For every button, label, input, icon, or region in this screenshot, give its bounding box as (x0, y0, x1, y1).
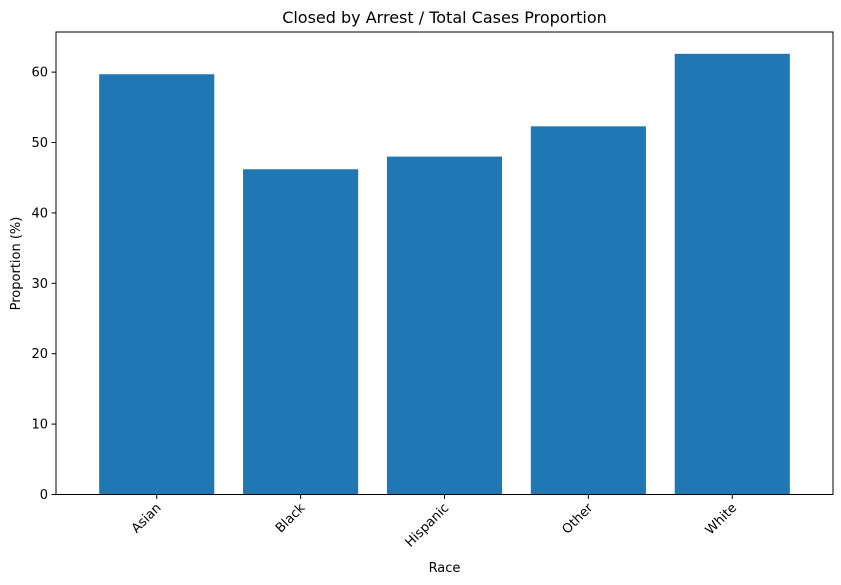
y-tick-label: 30 (31, 277, 48, 292)
x-tick-label: Hispanic (403, 501, 453, 551)
bars-group (99, 53, 790, 495)
y-axis-label: Proportion (%) (9, 217, 24, 311)
bar-asian (99, 74, 215, 495)
x-axis-label: Race (429, 561, 461, 576)
bar-white (674, 53, 790, 495)
y-tick-label: 0 (40, 488, 48, 503)
axes-frame (55, 31, 834, 495)
x-tick-label: Black (273, 500, 309, 536)
x-tick-label: White (703, 501, 740, 538)
y-tick-label: 60 (31, 66, 48, 81)
bar-other (530, 126, 646, 495)
y-tick-label: 40 (31, 206, 48, 221)
y-tick-label: 50 (31, 136, 48, 151)
chart-title: Closed by Arrest / Total Cases Proportio… (282, 8, 607, 27)
bar-hispanic (386, 156, 503, 495)
plot-area: 0 10 20 30 40 50 60 Asian Black Hispanic Other Whi… (31, 31, 834, 551)
y-tick-label: 10 (31, 418, 48, 433)
y-axis: 0 10 20 30 40 50 60 (31, 66, 56, 503)
x-tick-label: Other (560, 500, 597, 537)
x-tick-label: Asian (129, 501, 165, 537)
bar-black (243, 169, 359, 495)
y-tick-label: 20 (31, 347, 48, 362)
x-axis: Asian Black Hispanic Other White (129, 494, 740, 551)
